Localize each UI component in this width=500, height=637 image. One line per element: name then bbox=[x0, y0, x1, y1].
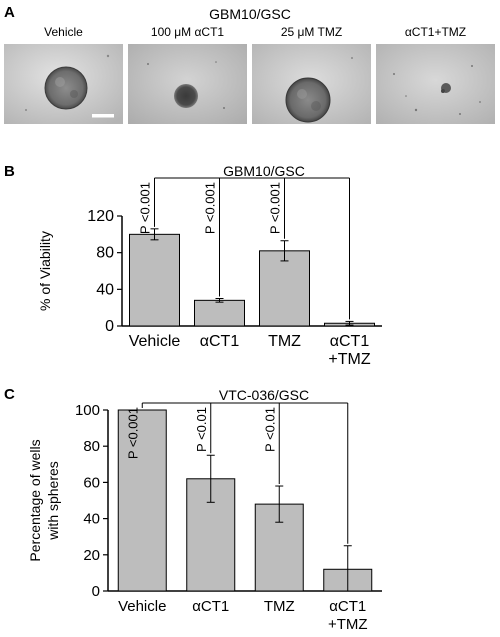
bar-1 bbox=[194, 299, 245, 327]
x-tick-label: TMZ bbox=[268, 333, 301, 350]
x-tick-label: αCT1 bbox=[200, 333, 240, 350]
x-tick-label: Vehicle bbox=[118, 598, 166, 615]
chart-c: VTC-036/GSC Percentage of wells with spher… bbox=[27, 387, 382, 633]
micro-label-act1: 100 μM αCT1 bbox=[150, 25, 225, 39]
chart-title: GBM10/GSC bbox=[223, 163, 305, 179]
x-tick-label: αCT1 bbox=[192, 598, 229, 615]
p-value-label: P <0.01 bbox=[262, 407, 277, 452]
p-value-label: P <0.001 bbox=[268, 182, 283, 234]
micrograph-combo bbox=[376, 44, 495, 124]
micrograph-act1 bbox=[128, 44, 247, 124]
sphere bbox=[285, 77, 331, 123]
micro-label-tmz: 25 μM TMZ bbox=[280, 25, 343, 39]
panel-b-letter: B bbox=[4, 163, 15, 180]
p-value-label: P <0.001 bbox=[138, 182, 153, 234]
y-tick-label: 120 bbox=[87, 208, 114, 225]
x-tick-label: +TMZ bbox=[328, 351, 370, 368]
y-tick-label: 40 bbox=[83, 511, 100, 528]
p-value-label: P <0.01 bbox=[194, 407, 209, 452]
panel-c-letter: C bbox=[4, 386, 15, 403]
chart-title: VTC-036/GSC bbox=[219, 387, 309, 403]
y-axis-label: Percentage of wells bbox=[27, 439, 43, 561]
bar-0 bbox=[117, 409, 167, 592]
panel-a-letter: A bbox=[4, 4, 15, 21]
micrograph-vehicle bbox=[4, 44, 123, 124]
y-tick-label: 0 bbox=[92, 583, 100, 600]
micro-label-combo: αCT1+TMZ bbox=[404, 25, 467, 39]
panel-a-title: GBM10/GSC bbox=[209, 6, 291, 22]
x-tick-label: TMZ bbox=[264, 598, 295, 615]
x-tick-label: αCT1 bbox=[330, 333, 370, 350]
x-tick-label: Vehicle bbox=[129, 333, 181, 350]
p-value-label: P <0.001 bbox=[125, 407, 140, 459]
x-tick-label: αCT1 bbox=[329, 598, 366, 615]
micrograph-tmz bbox=[252, 44, 371, 124]
p-value-label: P <0.001 bbox=[203, 182, 218, 234]
y-axis-label: with spheres bbox=[45, 461, 61, 541]
y-tick-label: 40 bbox=[96, 281, 114, 298]
sphere bbox=[44, 66, 88, 110]
bar-0 bbox=[129, 233, 180, 327]
y-tick-label: 0 bbox=[105, 318, 114, 335]
chart-b: GBM10/GSC % of Viability 0 40 80 120 Vehicle αC… bbox=[37, 163, 382, 368]
x-tick-label: +TMZ bbox=[328, 616, 368, 633]
y-tick-label: 20 bbox=[83, 547, 100, 564]
y-tick-label: 100 bbox=[75, 402, 100, 419]
sphere bbox=[174, 84, 198, 108]
scale-bar bbox=[92, 114, 114, 118]
y-tick-label: 80 bbox=[96, 245, 114, 262]
micro-label-vehicle: Vehicle bbox=[44, 25, 83, 39]
y-tick-label: 80 bbox=[83, 438, 100, 455]
y-axis-label: % of Viability bbox=[37, 231, 53, 311]
y-tick-label: 60 bbox=[83, 474, 100, 491]
bar-2 bbox=[259, 250, 310, 327]
